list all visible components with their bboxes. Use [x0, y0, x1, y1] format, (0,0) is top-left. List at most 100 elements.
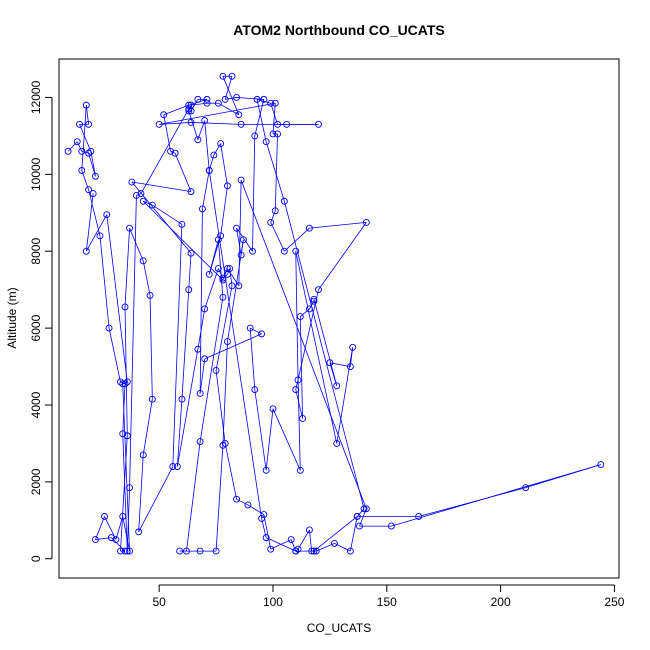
data-point [210, 151, 218, 159]
series-segment [143, 200, 153, 206]
series-line-group [67, 75, 601, 552]
data-point [233, 224, 241, 232]
series-segment [79, 124, 92, 152]
series-segment [313, 516, 358, 552]
data-point [346, 547, 354, 555]
data-point [224, 338, 231, 346]
series-segment [88, 189, 101, 236]
series-segment [295, 389, 303, 419]
data-point [187, 101, 195, 109]
data-point [139, 197, 147, 205]
series-segment [295, 289, 319, 390]
series-segment [152, 204, 183, 225]
data-point [135, 528, 143, 536]
data-point [85, 149, 93, 157]
series-segment [295, 251, 338, 444]
data-point [356, 522, 363, 530]
series-segment [313, 299, 338, 386]
data-point [310, 547, 318, 555]
series-segment [224, 443, 237, 500]
y-tick-label: 6000 [29, 314, 43, 341]
series-segment [274, 133, 278, 211]
series-segment [199, 358, 206, 394]
data-point [219, 293, 227, 301]
data-point [217, 140, 225, 148]
data-point [85, 186, 93, 194]
x-tick-label: 100 [263, 595, 283, 609]
series-segment [136, 193, 142, 196]
data-point [269, 130, 277, 138]
series-segment [85, 193, 94, 252]
series-segment [176, 399, 183, 467]
x-tick-label: 150 [377, 595, 397, 609]
series-segment [238, 180, 242, 286]
series-segment [142, 260, 151, 296]
data-point [91, 172, 99, 180]
data-point [89, 190, 97, 198]
series-segment [299, 316, 303, 419]
data-point [292, 547, 300, 555]
data-point [185, 107, 193, 115]
series-segment [138, 466, 174, 533]
series-segment [76, 141, 83, 152]
data-point [292, 247, 300, 255]
data-point [315, 286, 322, 294]
data-point [201, 305, 209, 313]
data-point [139, 257, 147, 265]
data-point [251, 386, 259, 394]
data-point [271, 99, 279, 107]
data-point [267, 545, 275, 553]
series-segment [199, 297, 224, 442]
data-point [139, 451, 147, 459]
data-point [253, 95, 261, 103]
data-point [249, 247, 256, 255]
series-segment [284, 227, 310, 252]
data-point [171, 149, 179, 157]
series-segment [254, 99, 265, 136]
data-point [76, 120, 83, 128]
data-point [235, 282, 243, 290]
data-point [260, 95, 268, 103]
data-point [183, 547, 190, 555]
series-segment [272, 408, 301, 471]
data-point [178, 220, 186, 228]
series-segment [149, 295, 153, 400]
data-point [214, 265, 222, 272]
series-segment [220, 185, 228, 236]
data-point [219, 72, 227, 80]
data-point [305, 305, 313, 313]
series-segment [204, 120, 210, 171]
data-point [258, 330, 266, 338]
data-point [196, 438, 204, 445]
data-point [160, 111, 168, 119]
data-point [185, 105, 193, 113]
series-segment [265, 408, 274, 471]
data-point [78, 147, 86, 155]
series-segment [88, 153, 96, 177]
x-axis-label: CO_UCATS [307, 621, 371, 635]
data-point [73, 138, 81, 146]
chart-title: ATOM2 Northbound CO_UCATS [233, 22, 445, 38]
data-point [137, 190, 145, 198]
data-point [169, 463, 177, 470]
data-point [239, 236, 247, 244]
data-point [226, 265, 234, 272]
series-segment [215, 285, 233, 371]
data-point [126, 547, 134, 555]
series-segment [270, 210, 276, 223]
x-tick-label: 50 [152, 595, 166, 609]
data-point [233, 495, 241, 503]
data-point [148, 395, 156, 403]
data-point [224, 182, 231, 190]
data-point [330, 539, 338, 547]
data-point [64, 147, 72, 155]
series-segment [329, 362, 338, 386]
series-segment [108, 328, 121, 383]
plot-frame [58, 58, 620, 579]
data-point [310, 295, 318, 303]
data-point [201, 355, 209, 363]
series-segment [270, 222, 285, 252]
series-segment [208, 239, 219, 275]
y-tick-label: 4000 [29, 391, 43, 418]
